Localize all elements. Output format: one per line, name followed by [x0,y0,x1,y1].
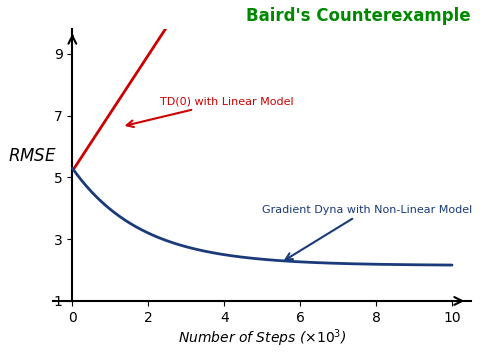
Text: Baird's Counterexample: Baird's Counterexample [247,7,471,25]
X-axis label: Number of Steps ($\times10^3$): Number of Steps ($\times10^3$) [178,328,347,349]
Y-axis label: $RMSE$: $RMSE$ [8,147,58,165]
Text: Gradient Dyna with Non-Linear Model: Gradient Dyna with Non-Linear Model [262,204,472,260]
Text: TD(0) with Linear Model: TD(0) with Linear Model [126,96,293,127]
